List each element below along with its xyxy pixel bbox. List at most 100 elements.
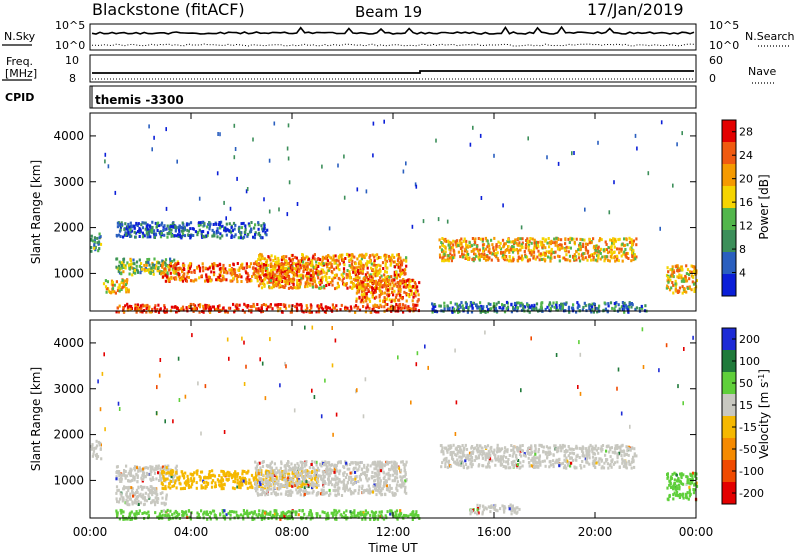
- power-cell: [396, 280, 399, 284]
- power-cell: [151, 307, 154, 311]
- velocity-cell: [291, 478, 295, 482]
- power-cell: [371, 288, 374, 292]
- velocity-cell: [324, 482, 327, 485]
- power-cell: [362, 289, 365, 293]
- power-speck: [296, 202, 299, 206]
- power-cell: [129, 228, 132, 232]
- power-cell: [351, 259, 354, 263]
- power-cell: [183, 272, 186, 276]
- power-cell: [669, 278, 672, 282]
- velocity-cell: [254, 476, 257, 479]
- noise-panel-frame: [89, 23, 697, 51]
- power-cell: [615, 301, 618, 305]
- power-cell: [365, 286, 368, 290]
- nave-tick-bottom: 0: [709, 72, 716, 85]
- velocity-cell: [255, 465, 259, 469]
- power-cell: [457, 310, 460, 314]
- power-cell: [588, 254, 591, 258]
- power-cell: [371, 279, 374, 282]
- power-cell: [633, 255, 636, 259]
- power-cell: [398, 275, 401, 279]
- power-cell: [408, 307, 411, 310]
- power-cell: [488, 307, 491, 311]
- power-cell: [260, 262, 263, 266]
- velocity-cell: [129, 479, 132, 483]
- power-cell: [385, 297, 388, 301]
- power-cell: [195, 278, 198, 282]
- power-cell: [582, 305, 585, 309]
- power-speck: [479, 133, 482, 138]
- power-cell: [538, 258, 541, 262]
- power-cell: [212, 223, 215, 226]
- velocity-cell: [346, 467, 349, 471]
- power-cell: [345, 306, 348, 310]
- power-cell: [379, 264, 382, 268]
- power-cell: [456, 242, 459, 246]
- power-cell: [310, 274, 313, 278]
- velocity-cell: [255, 478, 258, 482]
- power-cell: [154, 232, 157, 236]
- power-cell: [336, 281, 339, 285]
- velocity-cell: [377, 484, 380, 488]
- velocity-cell: [282, 471, 285, 475]
- power-cell: [385, 287, 388, 291]
- power-cell: [520, 308, 524, 312]
- power-cell: [691, 280, 694, 284]
- velocity-cell: [322, 476, 325, 480]
- power-cell: [272, 283, 275, 287]
- power-cell: [323, 270, 326, 274]
- power-cell: [269, 258, 272, 262]
- power-cell: [260, 310, 263, 314]
- power-cell: [378, 293, 381, 297]
- velocity-cell: [259, 469, 262, 473]
- power-cell: [219, 274, 222, 278]
- velocity-cell: [260, 479, 263, 483]
- power-cell: [147, 308, 150, 312]
- power-cell: [494, 307, 497, 311]
- power-cell: [375, 310, 378, 314]
- velocity-cell: [291, 484, 294, 488]
- velocity-cell: [285, 470, 288, 474]
- power-cell: [606, 310, 609, 314]
- power-cell: [236, 280, 239, 284]
- velocity-cell: [350, 481, 353, 485]
- power-cell: [282, 303, 285, 307]
- power-cell: [469, 301, 472, 304]
- power-ytick-label-3: 4000: [53, 129, 84, 143]
- power-cell: [410, 307, 413, 311]
- power-speck: [268, 209, 271, 214]
- power-cell: [678, 286, 682, 290]
- power-cell: [181, 305, 185, 309]
- power-cell: [508, 250, 511, 254]
- velocity-cell: [294, 481, 298, 485]
- power-cell: [693, 266, 696, 270]
- velocity-cell: [401, 479, 404, 483]
- power-cell: [491, 243, 494, 247]
- power-cell: [692, 282, 696, 286]
- velocity-cell: [288, 466, 291, 470]
- power-cell: [471, 306, 474, 310]
- power-cell: [447, 243, 450, 247]
- velocity-cell: [263, 484, 266, 488]
- power-cell: [209, 308, 212, 312]
- velocity-cell: [121, 499, 124, 503]
- power-cell: [399, 287, 402, 291]
- power-cell: [143, 263, 146, 267]
- power-cell: [460, 237, 463, 241]
- power-cell: [550, 254, 553, 258]
- power-cell: [548, 245, 551, 249]
- velocity-cell: [324, 491, 327, 495]
- power-cell: [514, 301, 517, 305]
- power-cell: [250, 308, 253, 312]
- power-cell: [259, 276, 262, 280]
- power-cell: [598, 239, 601, 243]
- power-cell: [415, 303, 418, 307]
- power-cell: [160, 231, 163, 235]
- power-speck: [216, 171, 219, 176]
- power-cell: [122, 282, 125, 286]
- power-cell: [174, 305, 177, 309]
- velocity-cell: [283, 469, 286, 473]
- power-cell: [462, 255, 465, 259]
- velocity-cell: [190, 479, 193, 483]
- power-cell: [197, 230, 200, 234]
